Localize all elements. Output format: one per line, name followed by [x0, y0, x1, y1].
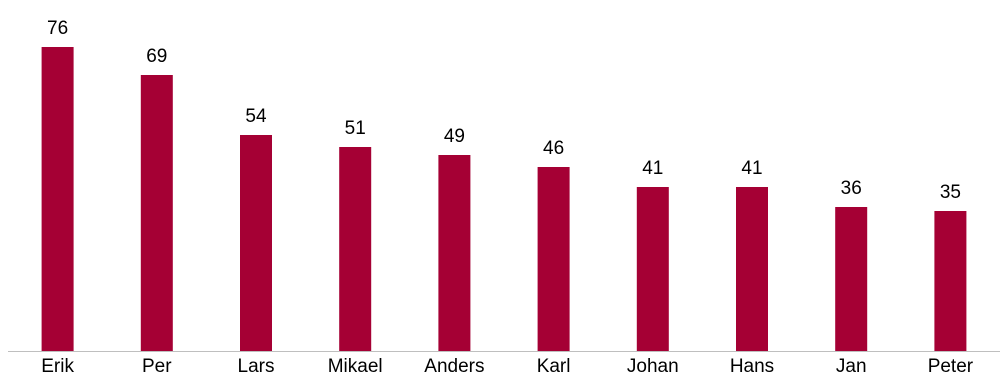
bar-karl	[537, 167, 570, 351]
bar-jan	[835, 207, 868, 351]
x-tick-label-mikael: Mikael	[328, 356, 383, 377]
x-tick-labels-layer: Erik Per Lars Mikael Anders Karl Johan Hans Jan P…	[41, 356, 974, 377]
bar-lars	[240, 135, 272, 351]
x-tick-label-lars: Lars	[238, 356, 275, 377]
x-tick-label-karl: Karl	[537, 356, 571, 377]
data-label-karl: 46	[543, 138, 564, 159]
data-label-peter: 35	[940, 182, 961, 203]
data-labels-layer: 76 69 54 51 49 46 41 41 36 35	[47, 18, 961, 203]
x-tick-label-hans: Hans	[730, 356, 774, 377]
data-label-jan: 36	[841, 178, 862, 199]
data-label-erik: 76	[47, 18, 68, 39]
bar-peter	[934, 211, 967, 351]
data-label-hans: 41	[741, 158, 762, 179]
data-label-mikael: 51	[345, 118, 366, 139]
bar-mikael	[339, 147, 372, 351]
x-tick-label-peter: Peter	[928, 356, 974, 377]
bar-anders	[438, 155, 471, 351]
data-label-anders: 49	[444, 126, 465, 147]
bar-hans	[736, 187, 768, 351]
x-tick-label-johan: Johan	[627, 356, 679, 377]
data-label-per: 69	[146, 46, 167, 67]
x-tick-label-jan: Jan	[836, 356, 867, 377]
data-label-johan: 41	[642, 158, 663, 179]
bar-johan	[636, 187, 669, 351]
x-tick-label-erik: Erik	[41, 356, 74, 377]
data-label-lars: 54	[245, 106, 267, 127]
bars-layer	[41, 47, 967, 351]
bar-per	[140, 75, 173, 351]
x-tick-label-per: Per	[142, 356, 172, 377]
x-tick-label-anders: Anders	[424, 356, 484, 377]
bar-erik	[41, 47, 74, 351]
